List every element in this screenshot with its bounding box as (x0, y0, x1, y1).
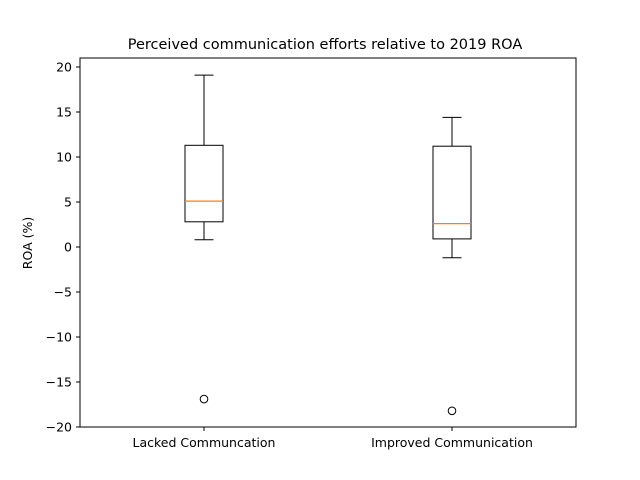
y-tick-label: 0 (64, 240, 72, 255)
chart-title: Perceived communication efforts relative… (128, 37, 523, 53)
x-tick-label: Improved Communication (371, 435, 533, 450)
y-tick-label: −20 (46, 420, 72, 435)
y-axis-label: ROA (%) (20, 217, 35, 269)
y-tick-label: 15 (56, 105, 72, 120)
y-tick-label: −5 (54, 285, 72, 300)
iqr-box (432, 145, 472, 240)
iqr-box (184, 144, 224, 223)
y-tick-label: 20 (56, 60, 72, 75)
y-tick-label: 10 (56, 150, 72, 165)
outlier-point (447, 406, 457, 416)
plot-layer: −20 −15 −10 −5 0 5 10 15 20 Lacked Communcation Im… (46, 60, 533, 451)
plot-frame (79, 57, 577, 428)
y-tick-label: −15 (46, 375, 72, 390)
y-tick-label: 5 (64, 195, 72, 210)
x-tick-label: Lacked Communcation (133, 435, 276, 450)
y-tick-label: −10 (46, 330, 72, 345)
outlier-point (199, 394, 209, 404)
